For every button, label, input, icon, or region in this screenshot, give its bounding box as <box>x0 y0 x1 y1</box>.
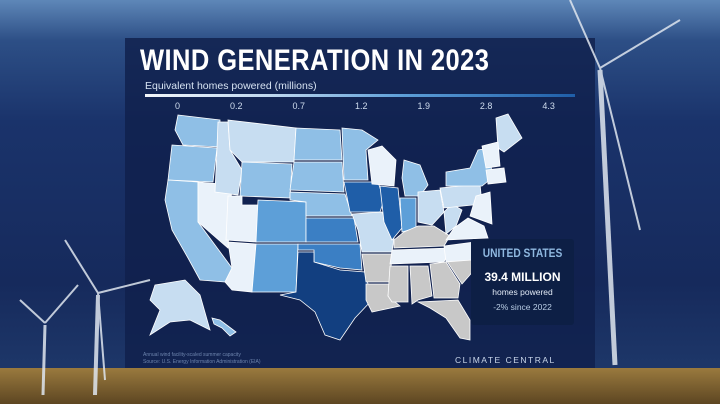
state-il <box>379 185 403 241</box>
summary-unit: homes powered <box>492 287 553 297</box>
state-wi <box>367 145 397 187</box>
legend-ticks: 0 0.2 0.7 1.2 1.9 2.8 4.3 <box>175 101 555 111</box>
state-ia <box>343 181 385 213</box>
state-ks <box>305 217 359 243</box>
state-ms <box>387 265 409 303</box>
state-ne <box>289 191 353 217</box>
state-ar <box>361 253 393 283</box>
state-sd <box>289 161 345 193</box>
legend-tick: 1.9 <box>417 101 430 111</box>
summary-value: 39.4 MILLION <box>484 270 561 284</box>
state-ma-ct-ri <box>485 167 507 185</box>
legend-tick: 0 <box>175 101 181 111</box>
legend-subtitle: Equivalent homes powered (millions) <box>145 80 317 92</box>
state-ky <box>393 225 451 249</box>
summary-region: UNITED STATES <box>482 246 563 260</box>
state-nj-md-de <box>469 191 493 225</box>
state-tx <box>279 251 373 341</box>
state-in <box>399 197 417 233</box>
state-or <box>167 144 218 183</box>
state-ak <box>149 279 211 337</box>
legend-tick: 0.2 <box>229 101 243 111</box>
state-wy <box>239 161 293 199</box>
ground-strip <box>0 368 720 404</box>
state-co <box>255 199 307 243</box>
legend-tick: 2.8 <box>479 101 493 111</box>
state-me <box>495 113 523 153</box>
legend-tick: 1.2 <box>354 101 368 111</box>
state-ut <box>225 195 259 243</box>
brand-logo: CLIMATE CENTRAL <box>455 355 556 365</box>
state-mt <box>227 119 297 163</box>
state-fl <box>416 299 471 341</box>
state-tn <box>389 247 451 265</box>
state-mn <box>341 127 379 181</box>
source-note: Annual wind facility-scaled summer capac… <box>143 352 261 366</box>
state-oh <box>417 189 445 226</box>
state-vt-nh <box>481 141 501 169</box>
note-line: Source: U.S. Energy Information Administ… <box>143 359 261 365</box>
summary-change: -2% since 2022 <box>493 302 552 312</box>
state-nm <box>251 243 299 293</box>
state-mi <box>401 159 429 197</box>
state-wa <box>174 114 221 148</box>
state-ok <box>297 243 363 271</box>
us-summary-box: UNITED STATES 39.4 MILLION homes powered… <box>471 239 574 325</box>
state-va <box>445 217 489 241</box>
note-line: Annual wind facility-scaled summer capac… <box>143 352 241 358</box>
legend-color-bar <box>145 94 575 97</box>
state-al <box>409 265 433 305</box>
state-ga <box>429 261 461 299</box>
wind-turbine-decoration <box>19 0 681 396</box>
page-title: WIND GENERATION IN 2023 <box>140 44 490 77</box>
state-nd <box>293 127 343 161</box>
state-hi <box>211 317 237 337</box>
legend-tick: 4.3 <box>542 101 555 111</box>
legend-tick: 0.7 <box>292 101 305 111</box>
